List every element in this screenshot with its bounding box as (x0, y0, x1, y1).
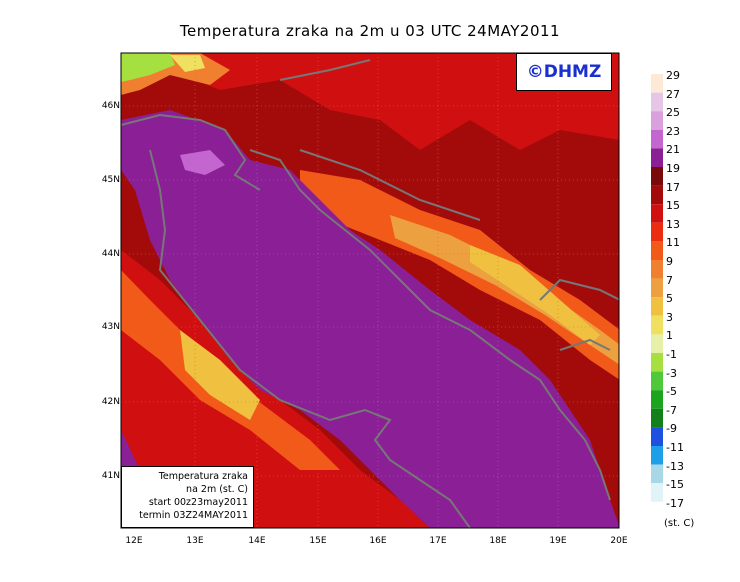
legend-label: 3 (666, 310, 673, 324)
legend-swatch (651, 408, 663, 428)
legend-label: -9 (666, 422, 677, 436)
legend-label: 27 (666, 87, 680, 101)
land-heat-zone (121, 53, 619, 150)
legend-label: -3 (666, 366, 677, 380)
legend-swatch (651, 427, 663, 446)
alps-cool-zone (170, 55, 205, 72)
info-box: Temperatura zraka na 2m (st. C) start 00… (121, 466, 254, 528)
legend-swatch (651, 92, 663, 112)
info-line: start 00z23may2011 (148, 497, 248, 508)
legend-swatch (651, 185, 663, 205)
legend-label: -15 (666, 478, 684, 492)
legend-swatch (651, 464, 663, 484)
legend-swatch (651, 446, 663, 465)
lon-label: 19E (549, 536, 567, 546)
legend-swatch (651, 315, 663, 335)
alps-cold-zone (121, 53, 175, 82)
map-title: Temperatura zraka na 2m u 03 UTC 24MAY20… (179, 22, 561, 40)
lon-label: 18E (489, 536, 507, 546)
legend-label: 13 (666, 217, 680, 231)
legend-swatch (651, 278, 663, 298)
legend-label: -11 (666, 441, 684, 454)
legend-label: 23 (666, 124, 680, 138)
lat-label: 46N (101, 101, 120, 111)
legend-label: 7 (666, 273, 673, 287)
lon-label: 15E (309, 536, 327, 546)
legend-label: 17 (666, 180, 680, 194)
legend-swatch (651, 260, 663, 279)
legend-swatch (651, 241, 663, 260)
lon-label: 16E (369, 536, 387, 546)
legend-swatch (651, 353, 663, 372)
dinaric-belt-inner (390, 215, 619, 365)
legend-label: 9 (666, 255, 673, 268)
legend-swatch (651, 74, 663, 93)
legend-label: 5 (666, 292, 673, 306)
lon-label: 13E (186, 536, 204, 546)
lon-label: 14E (248, 536, 266, 546)
legend-swatch (651, 204, 663, 223)
legend-swatch (651, 297, 663, 316)
apennine-orange (121, 270, 340, 470)
lat-label: 43N (101, 322, 120, 332)
dinaric-belt (300, 170, 619, 380)
legend-swatch (651, 148, 663, 167)
legend-label: -7 (666, 403, 677, 417)
legend-label: -5 (666, 385, 677, 399)
lat-label: 45N (101, 175, 120, 185)
legend-label: -1 (666, 348, 677, 361)
coastline-west (121, 113, 471, 528)
legend-swatch (651, 334, 663, 353)
apennine-belt (121, 250, 430, 528)
legend-label: 29 (666, 69, 680, 82)
adriatic-sea (121, 110, 619, 528)
borders (279, 59, 619, 351)
coastline-east (249, 149, 611, 501)
legend-label: 21 (666, 143, 680, 157)
plot-frame (120, 52, 620, 529)
legend-swatch (651, 483, 663, 502)
legend-label: 19 (666, 162, 680, 175)
legend-bar (651, 74, 663, 502)
info-line: na 2m (st. C) (186, 484, 248, 495)
legend-label: -13 (666, 459, 684, 473)
istria-warm-spot (180, 150, 225, 175)
lon-label: 12E (125, 536, 143, 546)
dinaric-peak (470, 245, 600, 345)
legend-swatch (651, 371, 663, 391)
legend-label: 25 (666, 106, 680, 120)
lat-label: 44N (101, 249, 120, 259)
legend-swatch (651, 222, 663, 242)
info-line: Temperatura zraka (158, 471, 248, 482)
lat-label: 41N (101, 471, 120, 481)
info-line: termin 03Z24MAY2011 (139, 510, 248, 521)
legend-label: 15 (666, 199, 680, 213)
legend-label: 1 (666, 329, 673, 343)
apennine-yellow (180, 330, 260, 420)
legend-swatch (651, 390, 663, 409)
legend-label: 11 (666, 236, 680, 250)
lon-label: 17E (429, 536, 447, 546)
legend-swatch (651, 111, 663, 130)
legend-swatch (651, 129, 663, 149)
lat-label: 42N (101, 397, 120, 407)
lon-label: 20E (610, 536, 628, 546)
legend-label: -17 (666, 496, 684, 510)
legend-swatch (651, 167, 663, 186)
legend-units: (st. C) (664, 518, 695, 529)
dhmz-logo: ©DHMZ (516, 53, 612, 91)
